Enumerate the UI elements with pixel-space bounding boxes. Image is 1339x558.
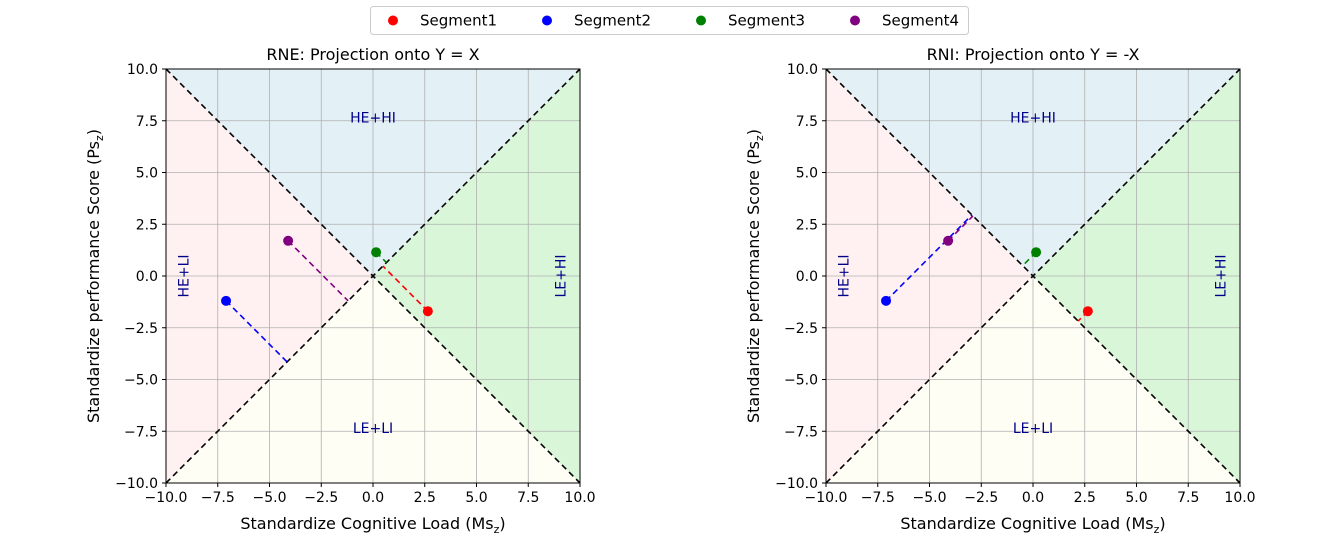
x-tick-label: 0.0: [362, 490, 384, 506]
chart-rne: HE+HI LE+LI HE+LI LE+HI −10.0 −7.5 −5.0 −2.5 0.0…: [84, 45, 596, 536]
x-tick-label: 10.0: [564, 490, 595, 506]
y-tick-label: −2.5: [124, 321, 158, 337]
x-axis-label: Standardize Cognitive Load (Msz): [240, 514, 505, 536]
y-tick-label: −5.0: [124, 373, 158, 389]
legend-label-segment1: Segment1: [420, 12, 497, 30]
x-axis-label-main: Standardize Cognitive Load (Ms: [240, 514, 493, 533]
region-label-left: HE+LI: [177, 254, 193, 297]
legend-marker-segment4: [850, 15, 860, 26]
point-segment4: [943, 235, 954, 246]
diagonal-y-equals-minus-x: [825, 68, 1241, 484]
x-axis-label-close: ): [499, 514, 505, 533]
x-tick-label: 5.0: [1125, 490, 1147, 506]
y-tick-label: 10.0: [787, 62, 818, 78]
y-tick-label: −10.0: [115, 476, 158, 492]
x-axis-label-subscript: z: [494, 523, 500, 536]
projection-line-segment2: [885, 214, 973, 302]
legend-marker-segment1: [388, 15, 398, 26]
x-tick-label: −2.5: [304, 490, 338, 506]
region-label-top: HE+HI: [350, 111, 396, 127]
legend: Segment1 Segment2 Segment3 Segment4: [370, 6, 969, 35]
legend-label-segment4: Segment4: [882, 12, 959, 30]
region-label-top: HE+HI: [1010, 111, 1056, 127]
y-tick-label: 10.0: [127, 62, 158, 78]
y-tick-label: 0.0: [796, 269, 818, 285]
projection-line-segment4: [947, 215, 974, 242]
x-tick-label: −7.5: [201, 490, 235, 506]
region-label-right: LE+HI: [1213, 254, 1229, 297]
x-tick-label: −10.0: [805, 490, 848, 506]
x-axis-label-close: ): [1159, 514, 1165, 533]
region-label-bottom: LE+LI: [353, 421, 393, 437]
point-segment3: [371, 247, 382, 258]
point-segment1: [1082, 306, 1093, 317]
region-label-left: HE+LI: [837, 254, 853, 297]
y-axis-label-main: Standardize performance Score (Ps: [744, 141, 763, 423]
x-axis-label: Standardize Cognitive Load (Msz): [900, 514, 1165, 536]
projection-line-segment4: [287, 240, 349, 302]
x-tick-label: 2.5: [414, 490, 436, 506]
x-tick-label: −5.0: [253, 490, 287, 506]
legend-marker-segment2: [542, 15, 552, 26]
y-tick-label: 2.5: [136, 217, 158, 233]
projection-line-segment2: [225, 300, 288, 363]
x-tick-label: 2.5: [1074, 490, 1096, 506]
region-label-bottom: LE+LI: [1013, 421, 1053, 437]
y-tick-label: 7.5: [136, 114, 158, 130]
x-tick-label: 5.0: [465, 490, 487, 506]
chart-title: RNI: Projection onto Y = -X: [927, 45, 1140, 64]
x-tick-label: −5.0: [913, 490, 947, 506]
x-tick-label: 0.0: [1022, 490, 1044, 506]
y-axis-label-subscript: z: [753, 135, 766, 141]
y-axis-label-close: ): [744, 129, 763, 135]
diagonal-y-equals-minus-x: [165, 68, 581, 484]
x-axis-label-main: Standardize Cognitive Load (Ms: [900, 514, 1153, 533]
y-tick-label: −7.5: [124, 424, 158, 440]
projection-line-segment1: [382, 265, 429, 312]
y-tick-label: −7.5: [784, 424, 818, 440]
y-axis-label-close: ): [84, 129, 103, 135]
y-axis-label-subscript: z: [93, 135, 106, 141]
x-axis-label-subscript: z: [1154, 523, 1160, 536]
x-tick-label: −2.5: [964, 490, 998, 506]
chart-rni: HE+HI LE+LI HE+LI LE+HI −10.0 −7.5 −5.0 −2.5 0.0…: [744, 45, 1256, 536]
y-tick-label: 5.0: [136, 166, 158, 182]
x-tick-label: −7.5: [861, 490, 895, 506]
point-segment3: [1031, 247, 1042, 258]
legend-marker-segment3: [696, 15, 706, 26]
point-segment1: [422, 306, 433, 317]
legend-label-segment2: Segment2: [574, 12, 651, 30]
point-segment2: [221, 295, 232, 306]
x-tick-label: 10.0: [1224, 490, 1255, 506]
chart-title: RNE: Projection onto Y = X: [266, 45, 479, 64]
point-segment2: [881, 295, 892, 306]
y-tick-label: −2.5: [784, 321, 818, 337]
legend-label-segment3: Segment3: [728, 12, 805, 30]
x-tick-label: 7.5: [517, 490, 539, 506]
point-segment4: [283, 235, 294, 246]
y-axis-label: Standardize performance Score (Psz): [744, 129, 766, 423]
x-tick-label: 7.5: [1177, 490, 1199, 506]
y-axis-label-main: Standardize performance Score (Ps: [84, 141, 103, 423]
y-tick-label: 7.5: [796, 114, 818, 130]
y-tick-label: −5.0: [784, 373, 818, 389]
x-tick-label: −10.0: [145, 490, 188, 506]
region-label-right: LE+HI: [553, 254, 569, 297]
y-tick-label: 5.0: [796, 166, 818, 182]
y-tick-label: −10.0: [775, 476, 818, 492]
legend-frame: [370, 6, 969, 35]
y-axis-label: Standardize performance Score (Psz): [84, 129, 106, 423]
y-tick-label: 0.0: [136, 269, 158, 285]
y-tick-label: 2.5: [796, 217, 818, 233]
